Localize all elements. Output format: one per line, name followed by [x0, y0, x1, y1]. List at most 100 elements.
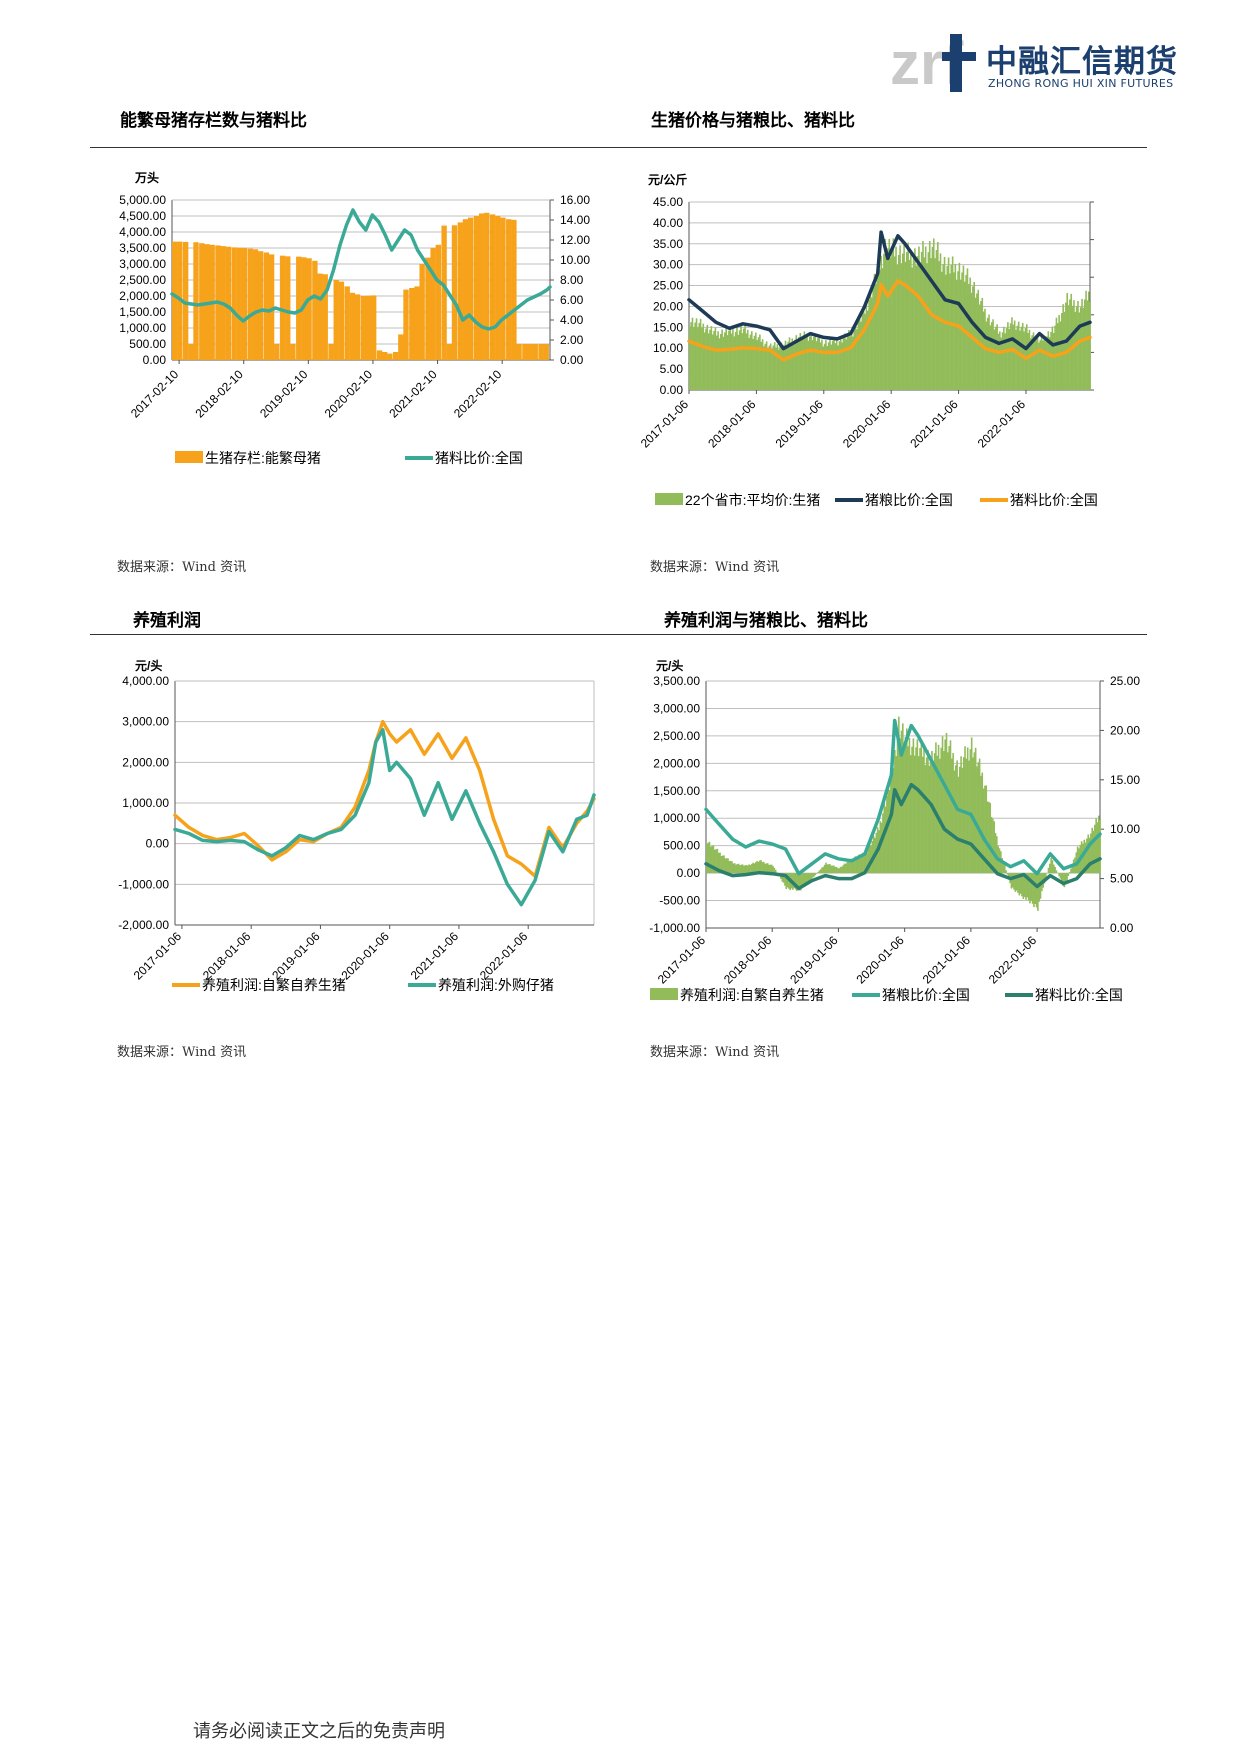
bar — [844, 333, 846, 390]
x-tick-label: 2022-02-10 — [451, 367, 505, 421]
bar — [968, 760, 970, 874]
bar — [996, 836, 998, 874]
bar — [773, 867, 776, 874]
axis-unit-label: 万头 — [134, 170, 159, 185]
bar — [810, 332, 812, 390]
bar — [733, 863, 736, 874]
bar — [1089, 301, 1091, 390]
legend-label: 养殖利润:外购仔猪 — [438, 977, 554, 993]
bar — [929, 758, 932, 874]
bar — [920, 251, 923, 390]
bar — [740, 864, 743, 874]
bar — [962, 757, 965, 874]
bar — [890, 777, 892, 874]
chart-profit-ratios: 元/头 -1,000.00 -500.00 0.00 500.00 1,000.00 1,5… — [620, 645, 1140, 1025]
bar — [988, 314, 990, 390]
bar — [274, 344, 280, 360]
bar — [1051, 326, 1054, 390]
bar — [317, 273, 323, 360]
section-title: 生猪价格与猪粮比、猪料比 — [651, 111, 855, 131]
bar — [757, 861, 760, 874]
bar — [846, 862, 848, 874]
y-tick-label-left: 4,000.00 — [119, 225, 166, 239]
bar — [1025, 873, 1027, 900]
bar — [994, 326, 997, 390]
bar — [1062, 304, 1064, 390]
bar — [909, 755, 912, 874]
bar — [1067, 305, 1070, 390]
bar — [932, 763, 935, 874]
bar — [912, 257, 915, 390]
bar — [841, 866, 843, 874]
bar — [419, 264, 425, 360]
bar — [838, 341, 841, 390]
bar — [965, 758, 968, 874]
bar — [924, 765, 927, 874]
bar — [862, 852, 864, 874]
bar — [934, 258, 936, 390]
x-tick-label: 2021-01-06 — [907, 397, 961, 451]
bar — [728, 330, 730, 390]
bar — [949, 740, 952, 874]
bar — [895, 246, 897, 390]
bar — [831, 865, 834, 874]
bar — [916, 739, 919, 874]
logo-name-en: ZHONG RONG HUI XIN FUTURES — [988, 77, 1174, 90]
bar — [1003, 865, 1006, 874]
bar — [758, 860, 761, 874]
bar — [849, 336, 851, 390]
legend-label: 猪料比价:全国 — [1010, 492, 1098, 508]
section-title: 养殖利润 — [133, 611, 201, 631]
bar — [1098, 815, 1100, 874]
bar — [767, 348, 769, 390]
bar — [467, 217, 474, 360]
bar — [931, 246, 934, 390]
y-tick-label-left: 0.00 — [143, 353, 167, 367]
bar — [344, 286, 350, 360]
bar — [744, 865, 747, 874]
bar — [918, 246, 920, 390]
bar — [818, 870, 821, 874]
legend-label: 猪料比价:全国 — [1035, 987, 1123, 1003]
bar — [891, 248, 893, 390]
bar — [1052, 864, 1055, 874]
bar — [511, 219, 517, 360]
bar — [804, 338, 807, 390]
bar — [728, 860, 731, 874]
bar — [826, 345, 829, 390]
bar — [1079, 307, 1082, 390]
y-tick-label-left: 40.00 — [653, 216, 683, 230]
bar — [716, 848, 719, 874]
y-tick-label-left: 500.00 — [663, 839, 700, 853]
bar — [793, 873, 796, 888]
y-tick-label-left: 1,000.00 — [653, 811, 700, 825]
bar — [392, 352, 399, 360]
bar — [847, 860, 850, 874]
bar — [955, 279, 958, 390]
bar — [970, 292, 973, 390]
y-tick-label-left: 1,000.00 — [119, 321, 166, 335]
bar — [988, 801, 990, 874]
bar — [833, 865, 835, 874]
bar — [943, 750, 945, 874]
bar — [715, 335, 718, 390]
bar — [814, 333, 816, 390]
bar — [1011, 317, 1013, 390]
bar — [869, 289, 872, 390]
x-tick-label: 2017-02-10 — [128, 367, 182, 421]
bar — [1030, 338, 1032, 390]
bar — [1013, 320, 1016, 390]
bar — [1039, 340, 1042, 390]
bar — [387, 353, 393, 360]
bar — [916, 256, 919, 390]
bar — [749, 865, 752, 874]
bar — [790, 342, 792, 390]
bar — [866, 310, 869, 390]
bar — [958, 766, 961, 874]
bar — [937, 744, 940, 874]
bar — [791, 338, 794, 390]
bar — [779, 346, 781, 390]
bar — [1075, 306, 1078, 390]
bar — [1077, 301, 1079, 390]
bar — [441, 225, 447, 360]
